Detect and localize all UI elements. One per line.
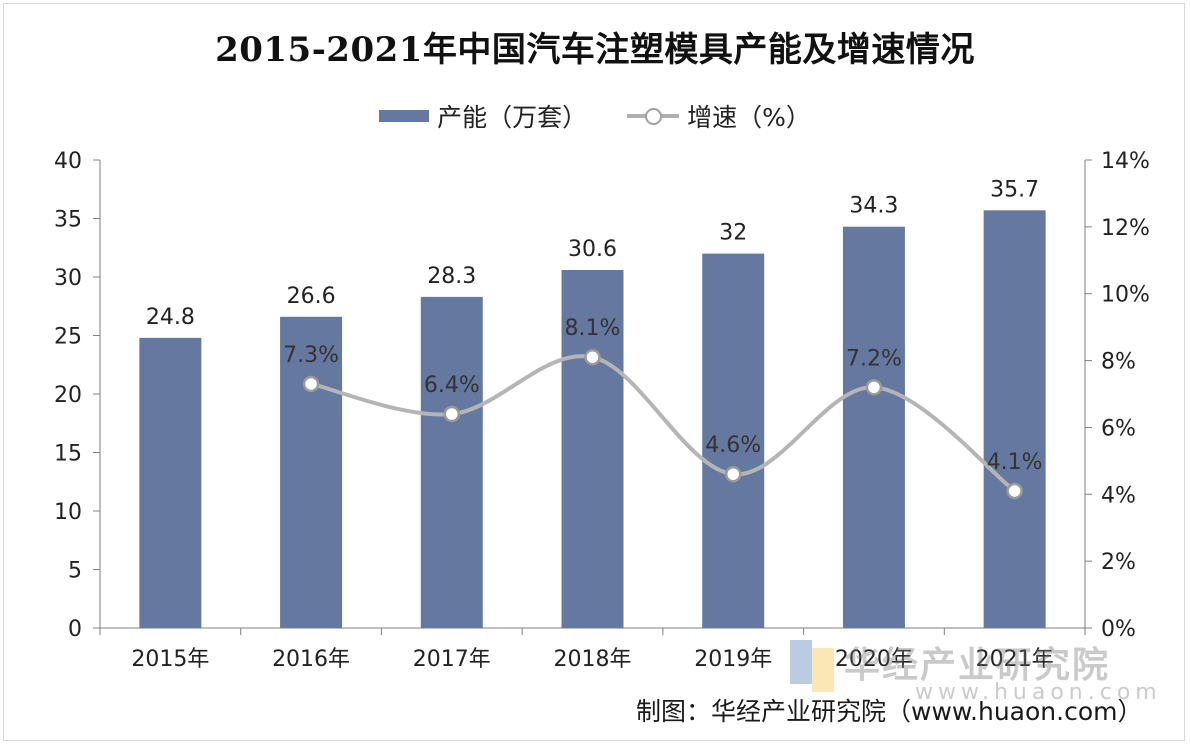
y-left-tick-label: 35 xyxy=(54,208,82,233)
growth-point xyxy=(1006,482,1023,500)
chart-frame xyxy=(3,3,1185,741)
growth-value-label: 4.1% xyxy=(987,450,1043,475)
legend-line-swatch xyxy=(627,108,680,125)
y-right-tick-label: 4% xyxy=(1101,483,1136,508)
x-tick-label: 2015年 xyxy=(131,647,209,672)
growth-point xyxy=(302,375,320,393)
y-left-tick-label: 20 xyxy=(54,383,82,408)
growth-point xyxy=(584,348,601,366)
growth-point xyxy=(724,465,742,483)
bar-value-label: 30.6 xyxy=(568,237,617,262)
legend-bar-swatch xyxy=(379,110,430,122)
bar-value-label: 24.8 xyxy=(146,305,195,330)
chart-legend: 产能（万套） 增速（%） xyxy=(0,98,1190,134)
legend-item-capacity: 产能（万套） xyxy=(379,98,587,134)
x-tick-label: 2018年 xyxy=(554,647,632,672)
x-tick-label: 2016年 xyxy=(272,647,350,672)
growth-point xyxy=(443,405,461,423)
y-right-tick-label: 8% xyxy=(1101,350,1136,375)
bar-capacity xyxy=(842,226,905,628)
x-tick-label: 2019年 xyxy=(694,647,772,672)
bar-value-label: 26.6 xyxy=(287,284,336,309)
y-right-tick-label: 12% xyxy=(1101,216,1150,241)
growth-value-label: 7.2% xyxy=(846,346,902,371)
y-left-tick-label: 40 xyxy=(54,149,82,174)
y-left-tick-label: 25 xyxy=(54,325,82,350)
y-right-tick-label: 10% xyxy=(1101,283,1150,308)
y-right-tick-label: 0% xyxy=(1101,617,1136,642)
bar-value-label: 34.3 xyxy=(849,194,898,219)
growth-value-label: 4.6% xyxy=(705,433,761,458)
y-left-tick-label: 10 xyxy=(54,500,82,525)
watermark: 华经产业研究院 xyxy=(790,632,1170,692)
growth-line xyxy=(309,354,1017,493)
legend-item-growth: 增速（%） xyxy=(627,98,811,134)
bar-capacity xyxy=(280,316,343,628)
y-left-tick-label: 5 xyxy=(68,559,82,584)
y-left-tick-label: 0 xyxy=(68,617,82,642)
growth-value-label: 6.4% xyxy=(424,373,480,398)
y-right-tick-label: 2% xyxy=(1101,550,1136,575)
growth-point xyxy=(865,379,883,396)
bar-value-label: 35.7 xyxy=(990,177,1039,202)
y-right-tick-label: 14% xyxy=(1101,149,1150,174)
y-left-tick-label: 15 xyxy=(54,442,82,467)
watermark-logo-icon xyxy=(790,640,834,692)
watermark-text: 华经产业研究院 xyxy=(844,645,1111,686)
y-left-tick-label: 30 xyxy=(54,266,82,291)
bar-value-label: 32 xyxy=(719,221,747,246)
source-note: 制图：华经产业研究院（www.huaon.com） xyxy=(636,697,1143,726)
bar-capacity xyxy=(561,269,624,628)
y-right-tick-label: 6% xyxy=(1101,416,1136,441)
bar-capacity xyxy=(983,210,1046,628)
bar-capacity xyxy=(420,296,483,628)
bar-value-label: 28.3 xyxy=(427,264,476,289)
bar-capacity xyxy=(139,337,202,628)
legend-label-growth: 增速（%） xyxy=(687,103,811,132)
watermark-url: www.huaon.com xyxy=(915,680,1162,705)
bar-capacity xyxy=(702,253,765,628)
chart-title: 2015-2021年中国汽车注塑模具产能及增速情况 xyxy=(215,30,975,70)
x-tick-label: 2017年 xyxy=(413,647,491,672)
growth-value-label: 7.3% xyxy=(283,343,339,368)
legend-label-capacity: 产能（万套） xyxy=(437,103,588,132)
growth-value-label: 8.1% xyxy=(565,316,621,341)
x-tick-label: 2020年 xyxy=(835,647,913,672)
x-tick-label: 2021年 xyxy=(976,647,1054,672)
